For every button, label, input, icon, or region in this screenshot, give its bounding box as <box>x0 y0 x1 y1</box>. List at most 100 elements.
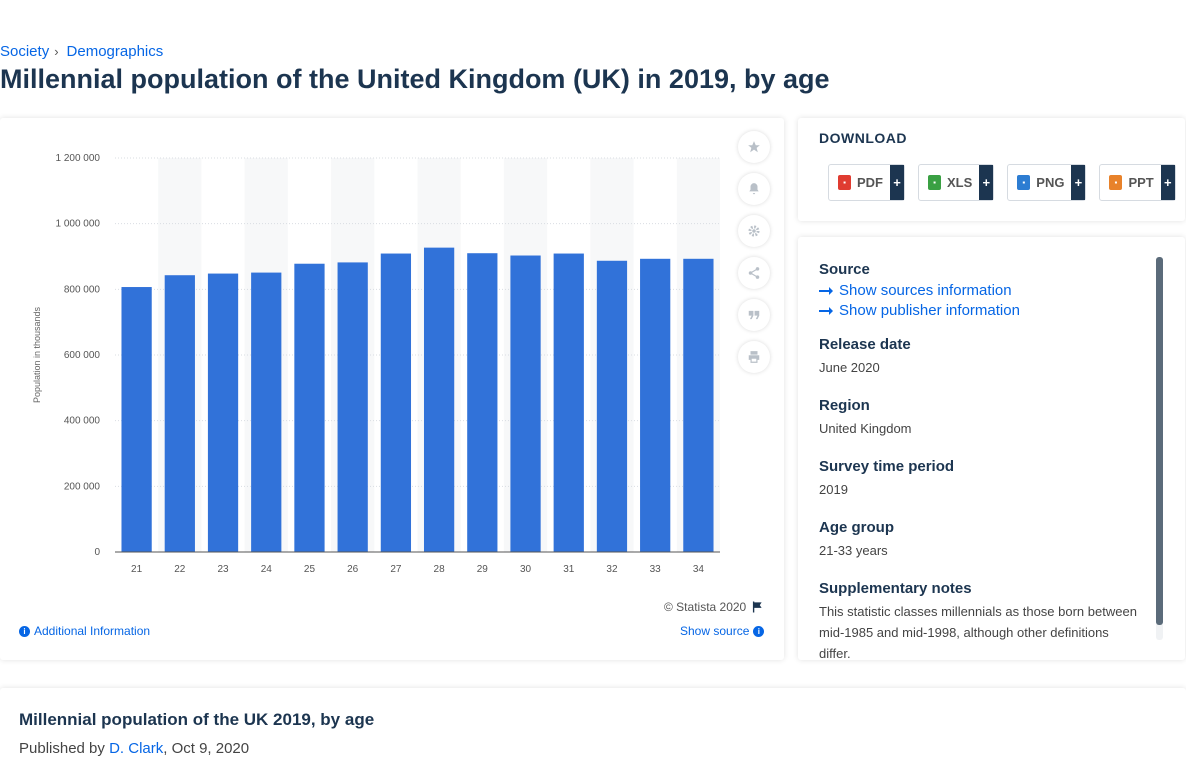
x-tick-label: 33 <box>650 564 662 575</box>
x-tick-label: 26 <box>347 564 359 575</box>
download-png-plus[interactable]: + <box>1071 165 1086 200</box>
arrow-right-icon <box>819 286 833 295</box>
info-icon: i <box>753 625 765 637</box>
survey-period-label: Survey time period <box>819 458 955 475</box>
bar <box>423 247 455 552</box>
breadcrumb-society[interactable]: Society <box>0 43 50 60</box>
bar <box>207 273 239 552</box>
x-tick-label: 31 <box>563 564 575 575</box>
bar <box>640 258 671 552</box>
copyright: © Statista 2020 <box>664 600 763 614</box>
info-card: Source Show sources information Show pub… <box>798 237 1185 661</box>
chart-tools <box>738 131 770 373</box>
show-sources-link[interactable]: Show sources information <box>819 282 1139 299</box>
show-sources-label: Show sources information <box>839 282 1012 299</box>
gear-icon[interactable] <box>738 215 770 247</box>
y-tick-label: 1 000 000 <box>56 219 101 230</box>
y-tick-label: 200 000 <box>64 481 101 492</box>
author-link[interactable]: D. Clark <box>109 740 164 757</box>
y-tick-label: 800 000 <box>64 284 101 295</box>
bar <box>121 287 152 552</box>
download-ppt-plus[interactable]: + <box>1160 165 1175 200</box>
page-title: Millennial population of the United King… <box>0 64 830 94</box>
supplementary-notes-label: Supplementary notes <box>819 580 972 597</box>
bell-icon[interactable] <box>738 173 770 205</box>
region-value: United Kingdom <box>819 421 912 436</box>
additional-information-link[interactable]: i Additional Information <box>19 624 150 638</box>
bar <box>164 275 195 552</box>
breadcrumb: Society › Demographics <box>0 43 163 60</box>
y-tick-label: 0 <box>94 547 100 558</box>
bar <box>683 258 714 552</box>
bar <box>251 272 282 552</box>
download-ppt-button[interactable]: ▪ PPT + <box>1099 164 1176 201</box>
additional-information-label: Additional Information <box>34 624 151 638</box>
download-ppt-label: PPT <box>1128 175 1154 190</box>
chart-card: 0 200 000 400 000 600 000 800 000 1 000 000 1 … <box>0 118 784 660</box>
x-tick-label: 23 <box>217 564 229 575</box>
bar <box>596 260 628 552</box>
download-png-button[interactable]: ▪ PNG + <box>1007 164 1087 201</box>
region-label: Region <box>819 397 870 414</box>
share-icon[interactable] <box>738 257 770 289</box>
download-xls-plus[interactable]: + <box>979 165 994 200</box>
x-tick-label: 34 <box>693 564 705 575</box>
info-icon: i <box>19 625 30 637</box>
info-scrollbar-thumb[interactable] <box>1156 257 1163 625</box>
publication-date: , Oct 9, 2020 <box>163 740 250 757</box>
x-tick-label: 22 <box>174 564 186 575</box>
info-panel: Source Show sources information Show pub… <box>819 261 1139 683</box>
download-heading: DOWNLOAD <box>819 130 907 146</box>
y-tick-label: 400 000 <box>64 416 101 427</box>
show-source-link[interactable]: Show source i <box>680 624 765 638</box>
bar <box>337 262 368 552</box>
source-label: Source <box>819 261 870 278</box>
published-by-label: Published by <box>19 740 110 757</box>
copyright-text: © Statista 2020 <box>664 600 747 614</box>
breadcrumb-separator: › <box>54 44 59 59</box>
x-tick-label: 29 <box>477 564 489 575</box>
print-icon[interactable] <box>738 341 770 373</box>
download-buttons: ▪ PDF + ▪ XLS + ▪ PNG + ▪ PPT + <box>828 164 1176 201</box>
info-scrollbar[interactable] <box>1156 257 1163 640</box>
x-tick-label: 24 <box>261 564 273 575</box>
download-xls-button[interactable]: ▪ XLS + <box>918 164 995 201</box>
bar <box>467 253 498 552</box>
release-date-label: Release date <box>819 336 911 353</box>
bar-chart: 0 200 000 400 000 600 000 800 000 1 000 000 1 … <box>32 153 720 575</box>
bar <box>380 253 412 553</box>
download-xls-label: XLS <box>947 175 973 190</box>
flag-icon[interactable] <box>752 601 763 613</box>
download-card: DOWNLOAD ▪ PDF + ▪ XLS + ▪ PNG + ▪ <box>798 118 1185 221</box>
show-publisher-link[interactable]: Show publisher information <box>819 302 1139 319</box>
ppt-file-icon: ▪ <box>1109 175 1123 190</box>
y-axis-label: Population in thousands <box>32 306 42 403</box>
download-pdf-button[interactable]: ▪ PDF + <box>828 164 905 201</box>
bar <box>294 263 325 552</box>
quote-icon[interactable] <box>738 299 770 331</box>
supplementary-notes-value: This statistic classes millennials as th… <box>819 604 1137 661</box>
download-pdf-plus[interactable]: + <box>890 165 904 200</box>
arrow-right-icon <box>819 306 833 315</box>
x-tick-label: 28 <box>434 564 446 575</box>
bar <box>553 253 584 553</box>
breadcrumb-demographics[interactable]: Demographics <box>66 43 164 60</box>
age-group-value: 21-33 years <box>819 543 888 558</box>
x-tick-label: 27 <box>390 564 402 575</box>
y-tick-label: 1 200 000 <box>56 153 101 164</box>
x-tick-label: 32 <box>606 564 618 575</box>
download-pdf-label: PDF <box>857 175 883 190</box>
bar <box>510 255 541 552</box>
download-png-label: PNG <box>1036 175 1065 190</box>
publication-title: Millennial population of the UK 2019, by… <box>19 710 375 729</box>
publication-meta: Published by D. Clark, Oct 9, 2020 <box>19 740 249 757</box>
x-tick-label: 25 <box>304 564 316 575</box>
x-tick-label: 21 <box>131 564 143 575</box>
publication-card: Millennial population of the UK 2019, by… <box>0 688 1186 760</box>
age-group-label: Age group <box>819 519 894 536</box>
y-tick-label: 600 000 <box>64 350 101 361</box>
show-source-label: Show source <box>680 624 750 638</box>
x-tick-label: 30 <box>520 564 532 575</box>
release-date-value: June 2020 <box>819 360 880 375</box>
star-icon[interactable] <box>738 131 770 163</box>
